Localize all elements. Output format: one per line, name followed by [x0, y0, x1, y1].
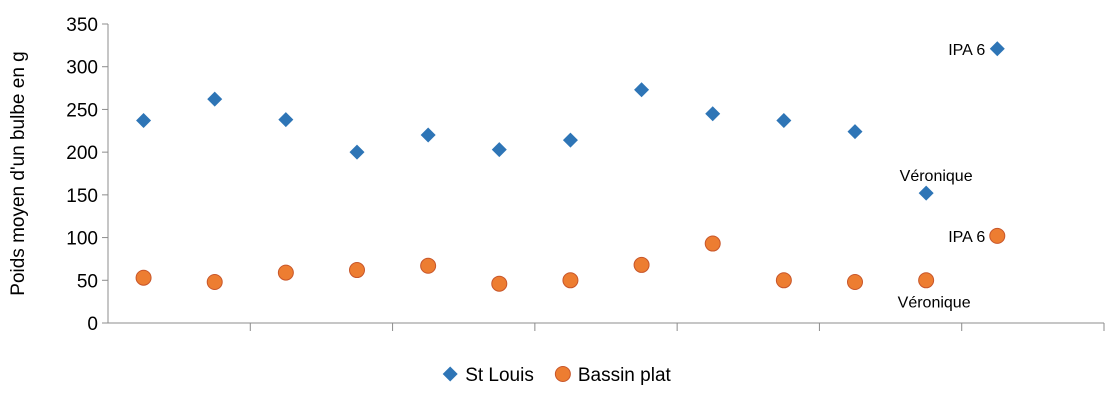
series-st-louis [136, 41, 1005, 201]
legend-label: St Louis [465, 365, 534, 386]
st-louis-point [349, 144, 365, 160]
point-annotation: IPA 6 [948, 229, 985, 246]
st-louis-point [918, 185, 934, 201]
st-louis-point [491, 142, 507, 158]
legend-circle-marker [554, 366, 571, 382]
bassin-plat-point [491, 275, 508, 292]
y-axis-label: Poids moyen d'un bulbe en g [8, 51, 29, 295]
y-tick-label: 150 [66, 186, 98, 207]
bassin-plat-point [704, 235, 721, 252]
point-annotation: IPA 6 [948, 42, 985, 59]
y-tick-label: 250 [66, 100, 98, 121]
series-bassin-plat [135, 227, 1006, 292]
st-louis-point [776, 113, 792, 129]
bassin-plat-point [633, 256, 650, 273]
st-louis-point [989, 41, 1005, 57]
y-axis-ticks: 0 50 100 150 200 250 300 350 [66, 15, 108, 335]
bassin-plat-point [277, 264, 294, 281]
y-tick-label: 100 [66, 229, 98, 250]
st-louis-point [278, 112, 294, 128]
y-tick-label: 50 [77, 271, 98, 292]
data-points [135, 41, 1006, 292]
bassin-plat-point [847, 273, 863, 290]
st-louis-point [634, 82, 650, 98]
bassin-plat-point [918, 272, 935, 289]
x-axis-ticks [249, 323, 1105, 331]
st-louis-point [420, 127, 436, 143]
legend: St Louis Bassin plat [442, 365, 672, 386]
st-louis-point [847, 124, 863, 140]
st-louis-point [705, 106, 721, 122]
y-tick-label: 350 [66, 15, 98, 36]
st-louis-point [136, 113, 152, 129]
bassin-plat-point [989, 227, 1006, 244]
bassin-plat-point [775, 272, 792, 289]
bassin-plat-point [562, 272, 579, 289]
legend-diamond-marker [442, 366, 458, 382]
y-tick-label: 300 [66, 58, 98, 79]
bassin-plat-point [206, 273, 223, 290]
bassin-plat-point [349, 262, 365, 279]
point-annotation: Véronique [898, 294, 971, 311]
y-tick-label: 0 [87, 314, 98, 335]
legend-label: Bassin plat [578, 365, 672, 386]
st-louis-point [562, 132, 578, 148]
st-louis-point [207, 91, 223, 107]
point-annotation: Véronique [900, 168, 973, 185]
axes [107, 24, 1104, 324]
bassin-plat-point [135, 269, 152, 286]
y-tick-label: 200 [66, 143, 98, 164]
bassin-plat-point [420, 257, 437, 274]
annotations: IPA 6 Véronique IPA 6 Véronique [898, 42, 986, 312]
